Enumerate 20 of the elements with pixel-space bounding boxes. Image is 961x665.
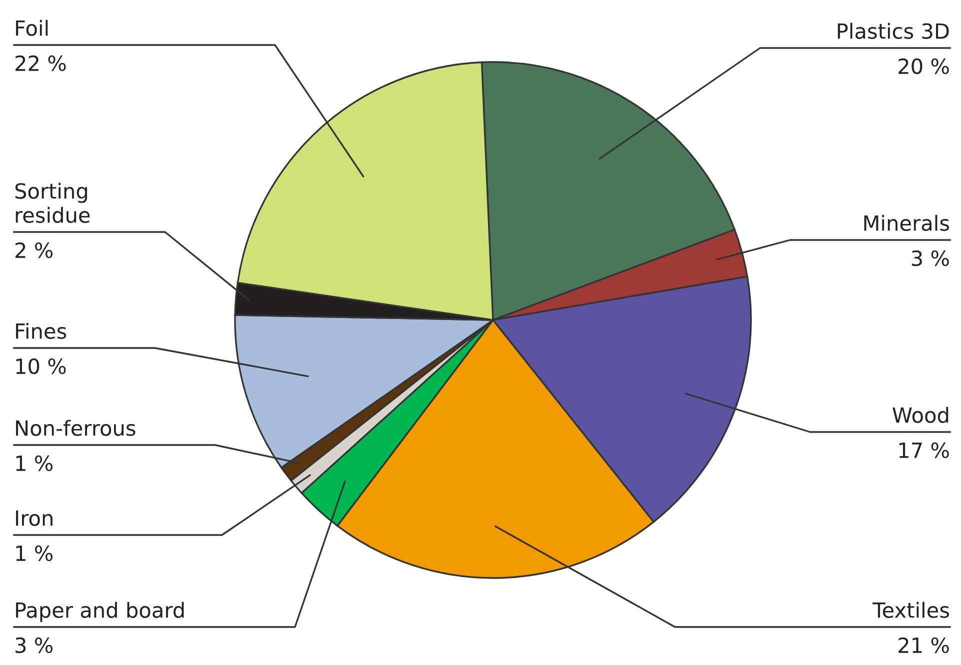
slice-label: Minerals bbox=[864, 214, 949, 231]
slice-label: Sorting residue bbox=[15, 182, 90, 223]
data-label: 20 % bbox=[898, 58, 949, 74]
data-label: 1 % bbox=[16, 455, 53, 472]
slice-label: Wood bbox=[892, 406, 948, 423]
data-label: 10 % bbox=[16, 358, 66, 374]
slice-label: Foil bbox=[16, 20, 48, 36]
slice-label: Non-ferrous bbox=[16, 420, 136, 436]
slice-label: Iron bbox=[16, 510, 52, 526]
data-label: 3 % bbox=[16, 637, 53, 654]
slice-label: Paper and board bbox=[16, 602, 184, 622]
slice-label: Plastics 3D bbox=[838, 22, 949, 39]
data-label: 1 % bbox=[16, 545, 53, 562]
data-label: 2 % bbox=[16, 242, 53, 258]
slice-label: Textiles bbox=[872, 602, 949, 618]
slice-label: Fines bbox=[16, 322, 66, 339]
data-label: 17 % bbox=[899, 442, 949, 458]
data-label: 21 % bbox=[898, 637, 949, 654]
data-label: 22 % bbox=[16, 55, 66, 72]
data-label: 3 % bbox=[912, 250, 949, 266]
